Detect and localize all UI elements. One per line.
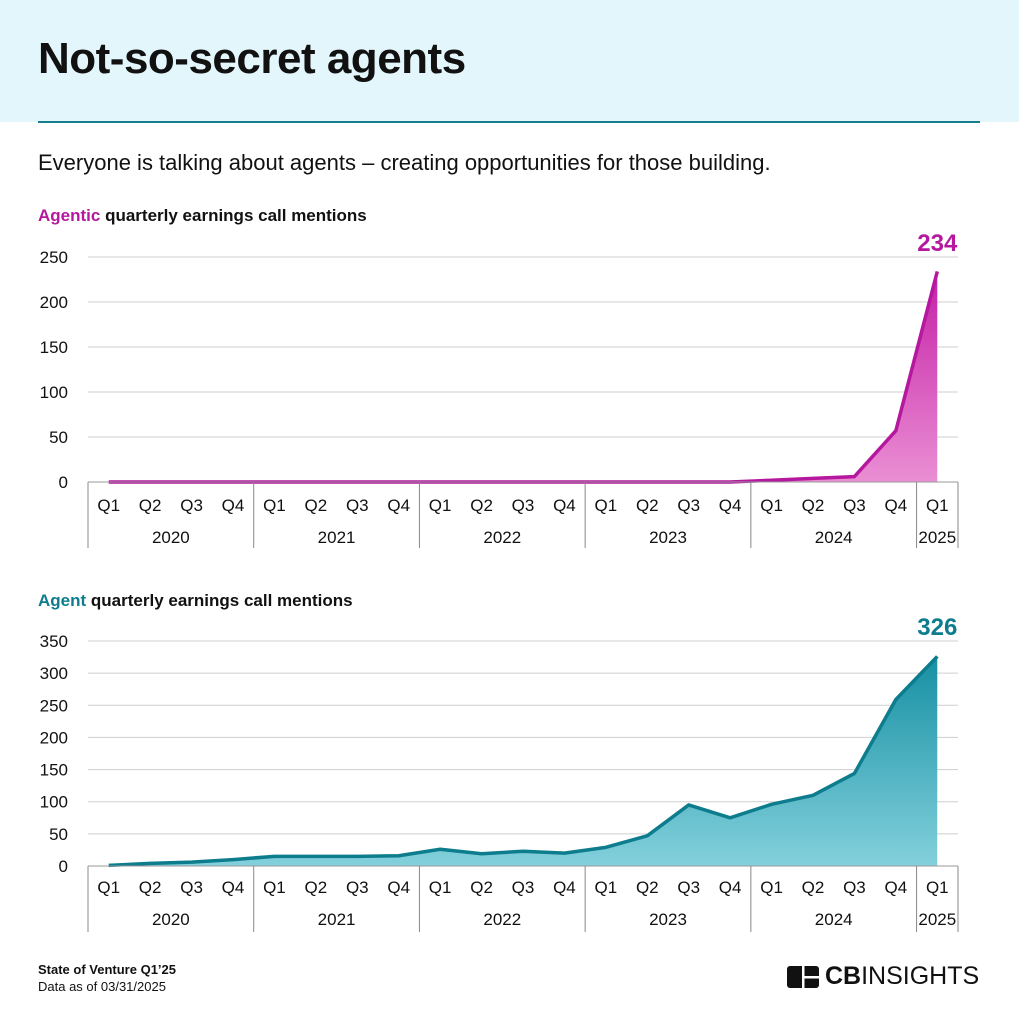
- x-tick-label: Q2: [636, 496, 659, 515]
- x-tick-label: Q2: [139, 496, 162, 515]
- x-tick-label: Q4: [553, 496, 576, 515]
- year-label: 2024: [815, 910, 853, 929]
- y-tick-label: 200: [40, 728, 68, 747]
- y-tick-label: 350: [40, 632, 68, 651]
- x-tick-label: Q4: [222, 496, 245, 515]
- x-tick-label: Q3: [180, 496, 203, 515]
- x-tick-label: Q3: [677, 878, 700, 897]
- chart-title-agentic: Agentic quarterly earnings call mentions: [38, 206, 367, 226]
- x-tick-label: Q2: [470, 496, 493, 515]
- year-label: 2025: [918, 528, 956, 547]
- x-tick-label: Q1: [263, 878, 286, 897]
- year-label: 2023: [649, 528, 687, 547]
- y-tick-label: 100: [40, 793, 68, 812]
- x-tick-label: Q2: [802, 496, 825, 515]
- year-label: 2020: [152, 528, 190, 547]
- last-value-label: 234: [917, 230, 958, 257]
- logo-text-bold: CB: [825, 962, 862, 990]
- x-tick-label: Q2: [802, 878, 825, 897]
- chart-title-rest: quarterly earnings call mentions: [100, 206, 367, 225]
- x-tick-label: Q1: [595, 878, 618, 897]
- x-tick-label: Q2: [636, 878, 659, 897]
- x-tick-label: Q1: [97, 496, 120, 515]
- x-tick-label: Q1: [595, 496, 618, 515]
- x-tick-label: Q1: [760, 496, 783, 515]
- x-tick-label: Q4: [885, 496, 908, 515]
- year-label: 2021: [318, 910, 356, 929]
- cb-insights-logo: CBINSIGHTS: [787, 962, 979, 991]
- header-divider: [38, 121, 980, 123]
- x-tick-label: Q3: [346, 878, 369, 897]
- x-tick-label: Q2: [305, 878, 328, 897]
- x-tick-label: Q3: [512, 496, 535, 515]
- y-tick-label: 150: [40, 338, 68, 357]
- y-tick-label: 250: [40, 696, 68, 715]
- y-tick-label: 50: [49, 825, 68, 844]
- x-tick-label: Q4: [387, 878, 410, 897]
- chart-title-keyword: Agentic: [38, 206, 101, 225]
- year-label: 2022: [483, 528, 521, 547]
- footer-source: State of Venture Q1’25: [38, 962, 176, 977]
- x-tick-label: Q1: [263, 496, 286, 515]
- chart-title-rest: quarterly earnings call mentions: [86, 591, 353, 610]
- area-fill: [108, 656, 938, 866]
- cb-logo-icon: [787, 965, 819, 988]
- y-tick-label: 100: [40, 383, 68, 402]
- footer-date: Data as of 03/31/2025: [38, 979, 166, 994]
- x-tick-label: Q3: [677, 496, 700, 515]
- x-tick-label: Q3: [180, 878, 203, 897]
- x-tick-label: Q3: [843, 496, 866, 515]
- logo-text: INSIGHTS: [861, 962, 980, 990]
- chart-title-agent: Agent quarterly earnings call mentions: [38, 591, 353, 611]
- y-tick-label: 200: [40, 293, 68, 312]
- x-tick-label: Q3: [512, 878, 535, 897]
- x-tick-label: Q1: [429, 496, 452, 515]
- x-tick-label: Q4: [387, 496, 410, 515]
- y-tick-label: 250: [40, 248, 68, 267]
- x-tick-label: Q1: [926, 878, 949, 897]
- chart-title-keyword: Agent: [38, 591, 87, 610]
- page-title: Not-so-secret agents: [38, 34, 466, 83]
- x-tick-label: Q1: [760, 878, 783, 897]
- year-label: 2020: [152, 910, 190, 929]
- y-tick-label: 0: [59, 473, 68, 492]
- x-tick-label: Q2: [139, 878, 162, 897]
- x-tick-label: Q2: [470, 878, 493, 897]
- x-tick-label: Q4: [719, 496, 742, 515]
- x-tick-label: Q1: [926, 496, 949, 515]
- agentic-mentions-chart: 0 50 100 150 200 250 Q1 Q2 Q3 Q4 Q1 Q2 Q3 Q4 Q1 Q2 Q3 Q4 Q…: [40, 230, 959, 548]
- year-label: 2022: [483, 910, 521, 929]
- x-tick-label: Q4: [222, 878, 245, 897]
- x-tick-label: Q3: [843, 878, 866, 897]
- y-tick-label: 150: [40, 761, 68, 780]
- page-subtitle: Everyone is talking about agents – creat…: [38, 150, 771, 175]
- last-value-label: 326: [917, 614, 957, 641]
- year-label: 2021: [318, 528, 356, 547]
- x-tick-label: Q1: [429, 878, 452, 897]
- y-tick-label: 50: [49, 428, 68, 447]
- agent-mentions-chart: 0 50 100 150 200 250 300 350 Q1 Q2 Q3 Q4 Q1 Q2 Q3 Q4 Q1 Q…: [40, 614, 959, 932]
- y-tick-label: 300: [40, 664, 68, 683]
- y-tick-label: 0: [59, 857, 68, 876]
- year-label: 2023: [649, 910, 687, 929]
- x-tick-label: Q2: [305, 496, 328, 515]
- header-band: Not-so-secret agents: [0, 0, 1019, 122]
- x-tick-label: Q4: [553, 878, 576, 897]
- x-tick-label: Q4: [719, 878, 742, 897]
- year-label: 2024: [815, 528, 853, 547]
- x-tick-label: Q3: [346, 496, 369, 515]
- x-tick-label: Q4: [885, 878, 908, 897]
- year-label: 2025: [918, 910, 956, 929]
- x-tick-label: Q1: [97, 878, 120, 897]
